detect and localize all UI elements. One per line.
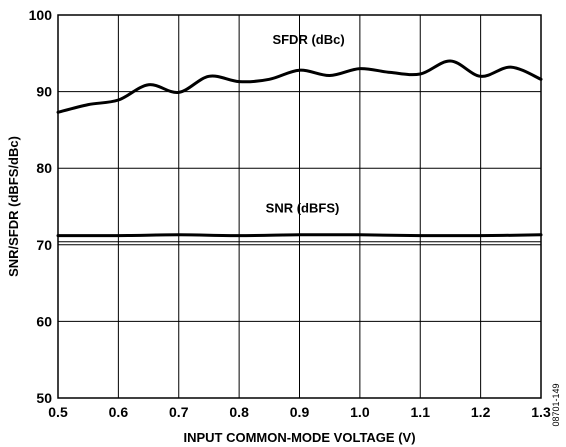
series-lines (56, 59, 543, 238)
y-tick-label-2: 70 (36, 237, 52, 253)
series-label-snr: SNR (dBFS) (266, 201, 340, 216)
y-tick-label-3: 80 (36, 160, 52, 176)
x-tick-label-1: 0.6 (109, 404, 129, 420)
y-tick-label-0: 50 (36, 390, 52, 406)
sfdr-line (56, 59, 543, 114)
x-tick-label-6: 1.1 (411, 404, 431, 420)
x-tick-label-7: 1.2 (471, 404, 491, 420)
x-tick-label-0: 0.5 (48, 404, 68, 420)
grid (57, 14, 542, 399)
series-label-sfdr: SFDR (dBc) (272, 32, 344, 47)
snr-line (56, 233, 543, 238)
x-tick-label-8: 1.3 (531, 404, 551, 420)
x-tick-label-4: 0.9 (290, 404, 310, 420)
x-tick-label-3: 0.8 (229, 404, 249, 420)
y-tick-label-4: 90 (36, 84, 52, 100)
y-axis-title: SNR/SFDR (dBFS/dBc) (6, 136, 21, 277)
plot-frame (57, 14, 542, 399)
y-tick-label-1: 60 (36, 313, 52, 329)
y-tick-label-5: 100 (29, 7, 53, 23)
x-axis-title: INPUT COMMON-MODE VOLTAGE (V) (183, 430, 415, 445)
x-tick-label-5: 1.0 (350, 404, 370, 420)
x-tick-label-2: 0.7 (169, 404, 189, 420)
tick-labels: 0.5 0.6 0.7 0.8 0.9 1.0 1.1 1.2 1.3 50 60 70 80 90 100 (29, 7, 551, 420)
figure-id: 08701-149 (551, 383, 561, 426)
